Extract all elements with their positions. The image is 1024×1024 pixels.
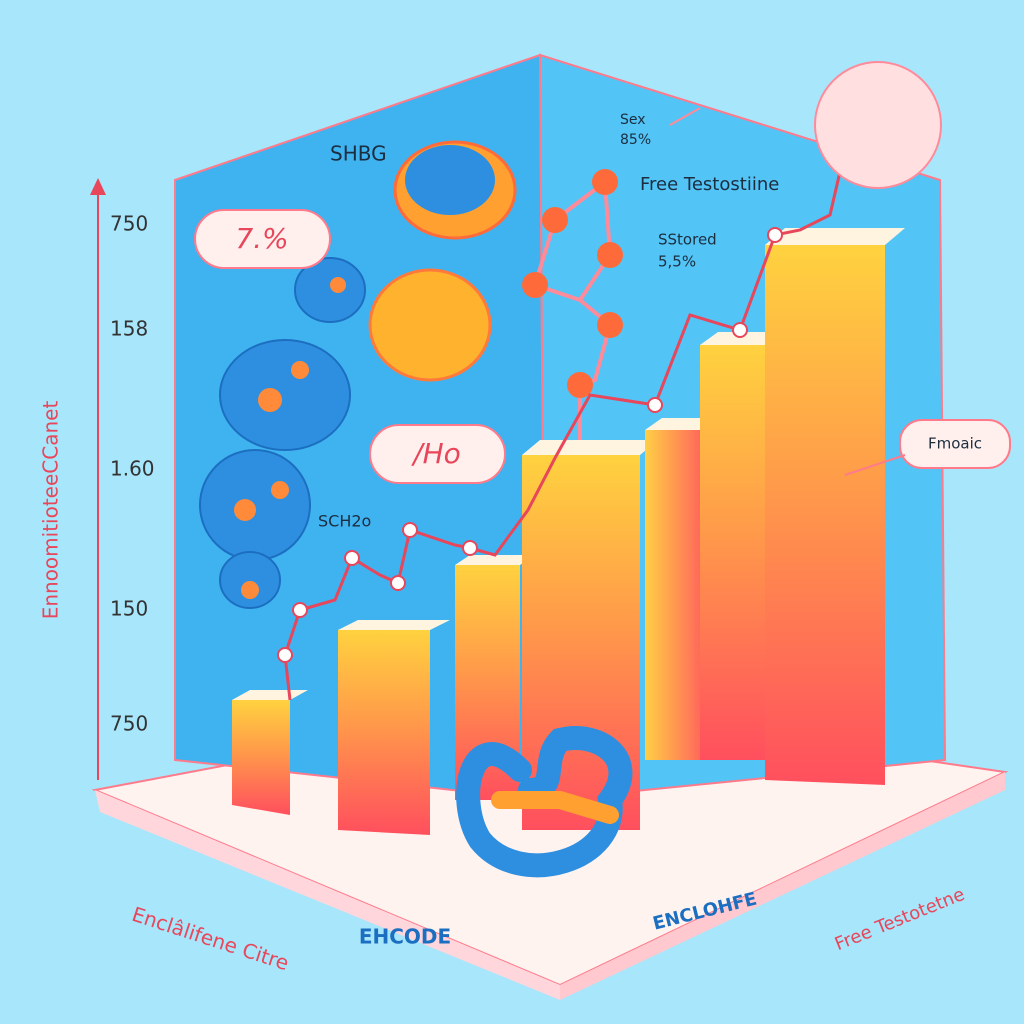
trend-points [277, 227, 783, 663]
floor-edge [560, 772, 1005, 1000]
label: 85% [620, 132, 651, 148]
pointer [669, 107, 701, 126]
axis-arrow [90, 178, 106, 195]
label: SStored [658, 231, 717, 249]
donut-inner [405, 145, 495, 215]
bubble-text: 7.% [235, 222, 288, 255]
y-tick-label: 1.60 [110, 457, 155, 481]
callout-text: Fmoaic [928, 435, 982, 453]
ring [456, 726, 633, 878]
y-tick-label: 150 [110, 597, 148, 621]
sphere [814, 61, 942, 189]
orange-spikes [234, 277, 346, 599]
y-tick-label: 750 [110, 212, 148, 236]
y-tick-label: 158 [110, 317, 148, 341]
label: Free Testostiine [640, 174, 779, 195]
y-tick-label: 750 [110, 712, 148, 736]
ring-band [491, 791, 619, 824]
molecule-atoms [522, 169, 623, 398]
blue-blobs [199, 257, 366, 609]
trend-line [283, 149, 847, 701]
y-axis-title: EnnoomitioteeCCanet [39, 401, 63, 620]
floor-edge [95, 790, 560, 1000]
floor-label: EHCODE [359, 925, 451, 949]
label: SCH2o [318, 512, 371, 531]
label: 5,5% [658, 253, 696, 271]
bubble [369, 424, 506, 484]
disc [368, 268, 492, 382]
pointer [844, 454, 906, 476]
bubble-text: /Ho [410, 437, 461, 470]
label: SHBG [330, 142, 387, 166]
bubble [194, 209, 331, 269]
callout-bubble [899, 419, 1011, 469]
label: Sex [620, 112, 646, 128]
